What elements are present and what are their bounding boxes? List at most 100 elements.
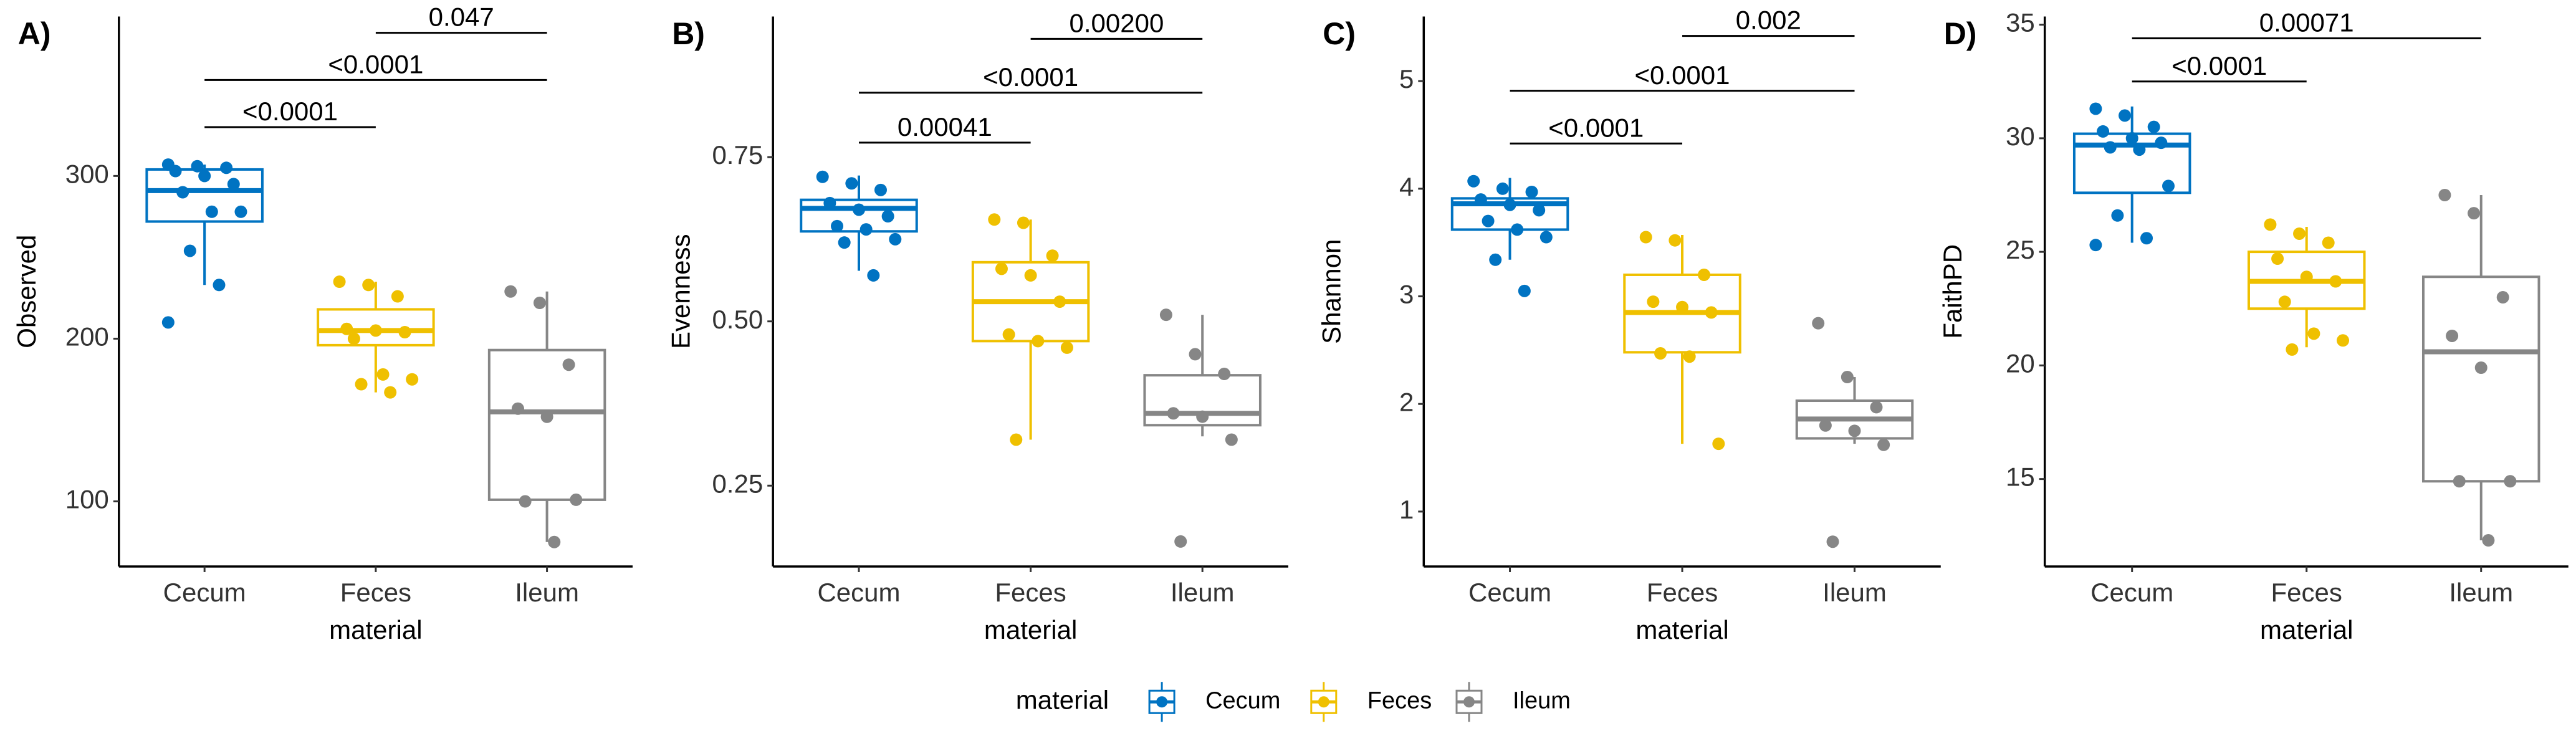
point [2300,270,2313,284]
point [1826,535,1839,548]
point [1877,438,1890,451]
legend-item: Ileum [1455,682,1571,722]
point [1474,193,1487,206]
x-tick-label: Cecum [1468,578,1551,607]
panel-label: A) [18,16,51,51]
y-tick-label: 200 [65,322,109,351]
panel-label: B) [672,16,705,51]
point [2474,361,2487,375]
x-axis-title: material [984,615,1077,644]
x-tick-label: Feces [340,578,411,607]
legend-title: material [1016,685,1109,714]
x-tick-label: Cecum [163,578,246,607]
point [2162,179,2175,193]
point [191,160,204,173]
y-tick-label: 20 [2006,348,2035,378]
panel-label: C) [1323,16,1356,51]
point [2097,125,2110,138]
legend-key [1463,696,1475,708]
box [145,168,264,223]
point [1848,424,1861,437]
point [2264,218,2277,231]
box-group [1450,174,1569,297]
point [2147,120,2160,133]
point [2133,143,2146,156]
point [2119,109,2132,122]
point [161,316,175,329]
point [2482,534,2495,547]
point [391,290,404,303]
point [220,161,233,174]
point [2468,207,2481,220]
point [2337,334,2350,347]
y-axis-title: Evenness [666,234,695,348]
point [1225,433,1238,446]
point [384,386,397,399]
point [845,177,858,190]
point [347,332,360,345]
y-tick-label: 100 [65,485,109,514]
point [1539,231,1553,244]
y-tick-label: 4 [1399,172,1414,201]
point [1533,204,1546,217]
p-value-label: <0.0001 [328,49,423,79]
x-axis-title: material [329,615,422,644]
y-tick-label: 5 [1399,64,1414,93]
x-tick-label: Feces [995,578,1066,607]
y-axis-title: Shannon [1316,239,1346,344]
point [1669,234,1682,247]
point [1518,284,1531,297]
point [1196,410,1209,423]
point [2089,102,2102,115]
point [376,368,390,381]
point [183,244,196,257]
point [2140,232,2153,245]
y-tick-label: 2 [1399,387,1414,416]
point [1511,223,1524,236]
legend-label: Cecum [1205,687,1280,714]
point [213,279,226,292]
box [317,308,435,346]
point [1174,535,1187,548]
point [1525,185,1538,198]
p-value-label: 0.047 [429,2,494,32]
box [1450,197,1569,231]
point [838,236,851,249]
point [1812,317,1825,330]
y-tick-label: 15 [2006,462,2035,492]
box-group [2247,218,2366,356]
point [874,183,887,196]
point [504,285,517,298]
box-group [800,170,918,282]
point [2271,252,2284,265]
p-value-label: <0.0001 [1635,60,1730,90]
y-tick-label: 30 [2006,122,2035,151]
legend-item: Cecum [1148,682,1280,722]
point [2125,131,2138,145]
point [1482,214,1495,227]
legend-item: Feces [1310,682,1432,722]
point [511,402,524,415]
box-group [1623,231,1741,451]
point [362,279,375,292]
box-group [1795,317,1914,548]
point [205,205,218,218]
point [2322,236,2335,249]
point [333,275,346,289]
point [1647,295,1660,308]
point [1503,198,1516,211]
point [881,210,894,223]
point [867,269,880,282]
legend-label: Feces [1367,687,1432,714]
box-group [487,285,606,548]
p-value-label: <0.0001 [242,97,338,126]
point [1017,216,1030,229]
point [2089,239,2102,252]
point [2438,188,2451,201]
point [1218,368,1231,381]
point [2293,227,2306,240]
point [1870,401,1883,414]
point [1698,268,1711,281]
legend-key [1318,696,1329,708]
